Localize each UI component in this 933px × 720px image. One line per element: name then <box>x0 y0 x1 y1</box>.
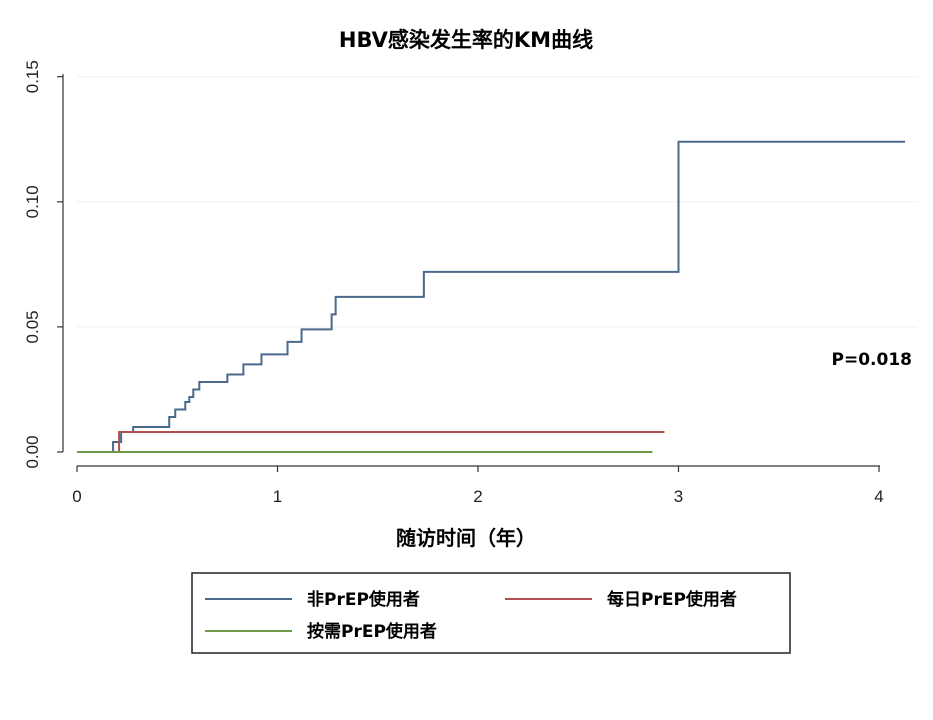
series-line-0 <box>109 140 906 453</box>
legend-label-daily-prep: 每日PrEP使用者 <box>607 589 737 610</box>
legend-box <box>191 572 791 654</box>
x-tick-label: 3 <box>674 487 683 506</box>
x-tick-label: 0 <box>72 487 81 506</box>
y-tick-label: 0.10 <box>23 185 42 218</box>
x-tick-label: 1 <box>273 487 282 506</box>
x-tick-label: 4 <box>874 487 883 506</box>
chart-title: HBV感染发生率的KM曲线 <box>339 28 593 52</box>
series-lines <box>77 140 906 453</box>
x-axis-title: 随访时间（年） <box>396 526 536 550</box>
y-tick-label: 0.15 <box>23 60 42 93</box>
legend-label-ondemand-prep: 按需PrEP使用者 <box>307 621 437 642</box>
p-value-annotation: P=0.018 <box>832 350 912 370</box>
y-tick-label: 0.05 <box>23 310 42 343</box>
legend: 非PrEP使用者 每日PrEP使用者 按需PrEP使用者 <box>191 572 791 654</box>
legend-label-non-prep: 非PrEP使用者 <box>307 589 420 610</box>
y-tick-label: 0.00 <box>23 435 42 468</box>
series-line-1 <box>77 430 665 453</box>
grid-lines <box>77 76 918 328</box>
axes: 0.00 0.05 0.10 0.15 0 1 2 3 4 <box>23 60 884 506</box>
x-tick-label: 2 <box>473 487 482 506</box>
